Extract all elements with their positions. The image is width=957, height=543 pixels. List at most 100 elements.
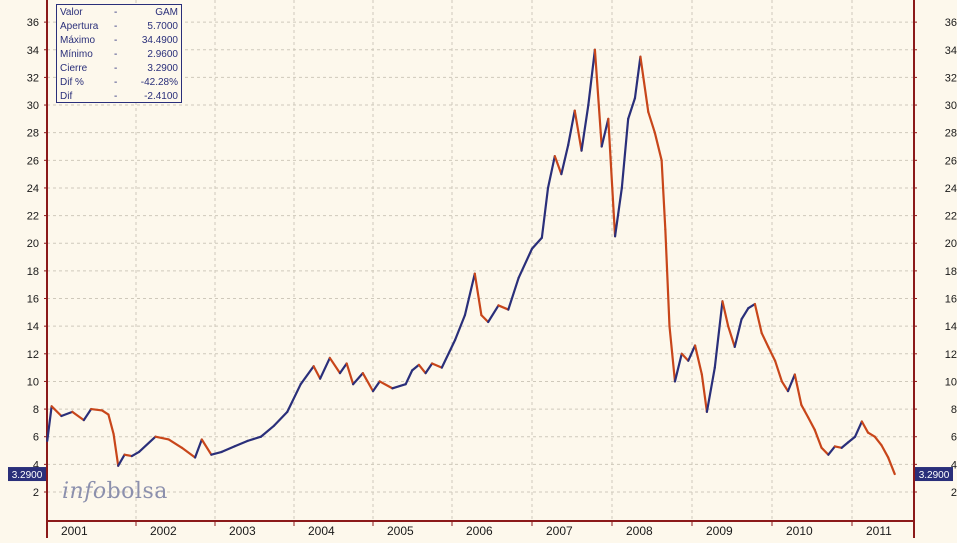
price-segment (497, 304, 510, 311)
info-value: 5.7000 (147, 21, 178, 32)
price-segment (560, 144, 570, 176)
price-segment (633, 55, 642, 100)
y-tick-label-right: 28 (945, 128, 957, 140)
infobolsa-logo: infobolsa (62, 479, 168, 504)
y-tick-label-left: 30 (27, 100, 39, 112)
price-segment (627, 97, 637, 120)
price-segment (417, 363, 427, 375)
y-tick-label-right: 18 (945, 266, 957, 278)
last-value-label-left: 3.2900 (12, 470, 43, 481)
info-row: Mínimo - 2.9600 (57, 48, 181, 62)
price-segment (220, 445, 236, 454)
price-segment (154, 435, 170, 441)
price-segment (700, 373, 709, 413)
price-segment (680, 352, 690, 362)
y-tick-label-right: 36 (945, 17, 957, 29)
y-tick-label-left: 4 (33, 459, 39, 471)
price-segment (653, 131, 663, 162)
y-tick-label-left: 26 (27, 155, 39, 167)
price-segment (117, 453, 126, 467)
price-segment (411, 363, 420, 372)
price-segment (567, 109, 576, 147)
price-segment (82, 407, 93, 422)
price-segment (639, 55, 650, 114)
price-segment (773, 359, 783, 383)
price-segment (507, 276, 520, 311)
price-segment (90, 407, 104, 412)
price-segment (345, 362, 355, 386)
x-tick-label: 2002 (150, 524, 177, 538)
y-tick-label-left: 14 (27, 321, 39, 333)
info-box: Valor - GAM Apertura - 5.7000 Máximo - 3… (56, 4, 182, 103)
y-tick-label-left: 10 (27, 376, 39, 388)
price-segment (46, 405, 53, 442)
last-value-box-right (915, 467, 953, 482)
price-segment (747, 302, 757, 310)
price-segment (424, 362, 434, 375)
price-segment (853, 420, 863, 438)
y-tick-label-left: 12 (27, 349, 39, 361)
price-segment (580, 103, 590, 152)
price-segment (371, 380, 381, 393)
info-key: Dif % (60, 77, 84, 88)
price-segment (167, 438, 183, 449)
price-segment (880, 443, 890, 459)
price-segment (299, 365, 315, 386)
y-tick-label-right: 26 (945, 155, 957, 167)
info-separator: - (114, 63, 118, 74)
price-segment (180, 446, 197, 459)
price-segment (600, 117, 610, 148)
info-row: Dif - -2.4100 (57, 90, 181, 104)
price-segment (727, 325, 736, 348)
price-segment (607, 117, 617, 238)
price-segment (404, 369, 414, 386)
price-segment (259, 424, 276, 438)
y-tick-label-right: 20 (945, 238, 957, 250)
y-tick-label-right: 14 (945, 321, 957, 333)
y-tick-label-left: 16 (27, 294, 39, 306)
info-value: -42.28% (140, 77, 178, 88)
x-tick-label: 2010 (786, 524, 813, 538)
price-segment (833, 445, 843, 449)
y-tick-label-right: 8 (951, 404, 957, 416)
price-segment (587, 48, 597, 107)
x-tick-label: 2008 (626, 524, 653, 538)
x-tick-label: 2004 (308, 524, 335, 538)
x-tick-label: 2001 (61, 524, 88, 538)
y-tick-label-right: 24 (945, 183, 957, 195)
y-tick-label-left: 28 (27, 128, 39, 140)
price-segment (860, 420, 870, 434)
price-segment (361, 372, 375, 393)
info-key: Apertura (60, 21, 99, 32)
x-tick-label: 2011 (866, 524, 892, 538)
info-separator: - (114, 91, 118, 102)
price-segment (480, 314, 490, 324)
price-segment (807, 416, 816, 431)
price-segment (60, 410, 74, 418)
logo-part-bolsa: bolsa (106, 479, 168, 504)
price-segment (673, 352, 683, 383)
price-segment (786, 373, 796, 393)
info-key: Cierre (60, 63, 88, 74)
price-segment (210, 450, 223, 456)
info-row: Dif % - -42.28% (57, 76, 181, 90)
last-value-label-right: 3.2900 (919, 470, 950, 481)
price-segment (50, 405, 63, 418)
price-segment (101, 409, 110, 416)
info-key: Mínimo (60, 49, 93, 60)
price-segment (733, 318, 743, 348)
y-tick-label-left: 36 (27, 17, 39, 29)
x-tick-label: 2009 (706, 524, 733, 538)
y-tick-label-left: 24 (27, 183, 39, 195)
price-segment (573, 109, 583, 152)
x-tick-label: 2006 (466, 524, 493, 538)
y-tick-label-left: 22 (27, 211, 39, 223)
info-row: Apertura - 5.7000 (57, 20, 181, 34)
y-tick-label-right: 10 (945, 376, 957, 388)
price-segment (286, 383, 302, 413)
price-segment (693, 344, 703, 376)
price-segment (887, 456, 896, 476)
y-tick-label-left: 8 (33, 404, 39, 416)
price-segment (517, 247, 534, 279)
y-tick-label-right: 32 (945, 72, 957, 84)
